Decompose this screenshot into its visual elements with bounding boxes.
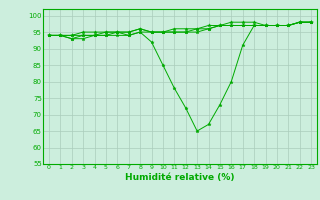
X-axis label: Humidité relative (%): Humidité relative (%) bbox=[125, 173, 235, 182]
